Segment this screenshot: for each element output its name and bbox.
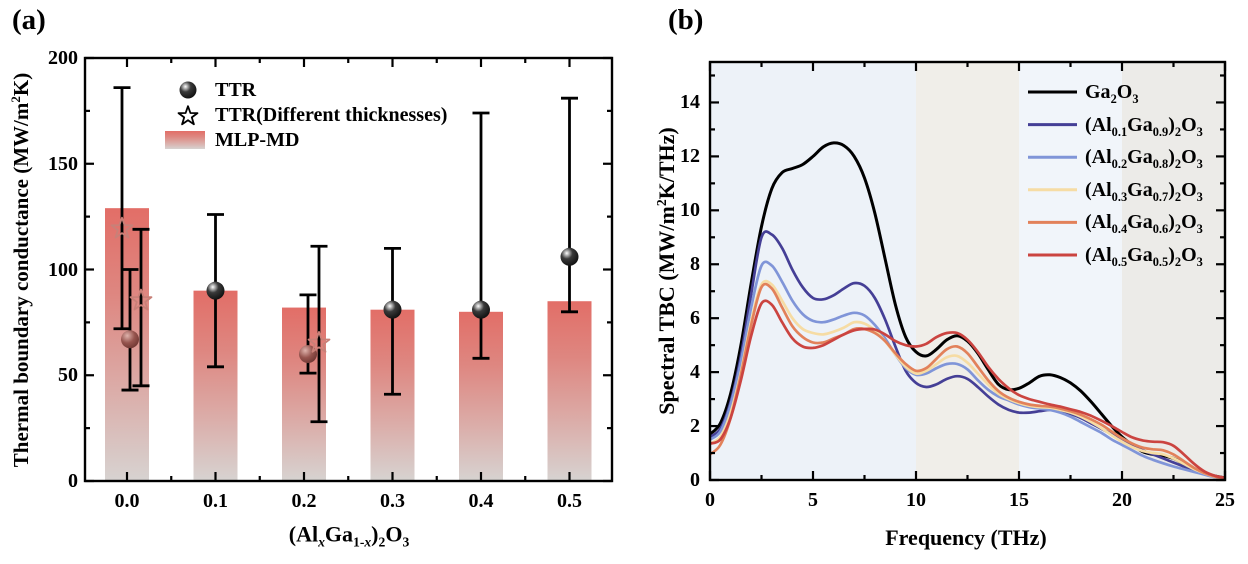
series-curve-5 [710, 299, 1225, 480]
panel-b-legend-label: (Al0.4Ga0.6)2O3 [1085, 211, 1203, 237]
panel-b-x-tick-label: 20 [1112, 489, 1132, 511]
panel-b-legend-label: (Al0.2Ga0.8)2O3 [1085, 146, 1203, 172]
panel-b-x-tick-label: 5 [808, 489, 818, 511]
panel-a-x-tick-label: 0.5 [557, 490, 582, 512]
panel-b-legend-label: (Al0.3Ga0.7)2O3 [1085, 178, 1203, 204]
panel-a-legend-label: TTR [215, 79, 257, 101]
frequency-band [916, 62, 1019, 480]
panel-a-x-tick-label: 0.0 [114, 490, 140, 512]
panel-b-y-tick-label: 6 [690, 307, 700, 330]
ttr-sphere-marker [560, 247, 579, 266]
panel-b-x-tick-label: 15 [1009, 489, 1029, 511]
panel-a-x-tick-label: 0.1 [203, 490, 228, 512]
series-curve-2 [710, 260, 1225, 480]
panel-a-y-tick-label: 200 [48, 47, 78, 69]
panel-a-x-axis-title: (AlxGa1-x)2O3 [288, 521, 410, 550]
panel-a-legend-label: MLP-MD [215, 129, 300, 151]
ttr-star-marker [307, 331, 331, 353]
panel-b-y-tick-label: 12 [680, 145, 700, 168]
frequency-band [710, 62, 916, 480]
panel-b-y-tick-label: 2 [690, 415, 700, 438]
panel-a-y-tick-label: 0 [68, 470, 78, 492]
panel-a-x-tick-label: 0.3 [380, 490, 405, 512]
panel-b-y-tick-label: 0 [690, 469, 700, 491]
panel-b-legend-label: (Al0.5Ga0.5)2O3 [1085, 244, 1203, 269]
ttr-sphere-marker [206, 281, 225, 300]
panel-a-legend-label: TTR(Different thicknesses) [215, 104, 448, 126]
panel-b-y-tick-label: 14 [680, 91, 700, 114]
panel-b-label: (b) [668, 4, 704, 36]
panel-a-x-tick-label: 0.2 [291, 490, 317, 512]
ttr-sphere-marker [383, 300, 402, 319]
frequency-band [1122, 62, 1225, 480]
panel-b-x-tick-label: 10 [906, 489, 926, 511]
panel-a-y-tick-label: 150 [48, 152, 78, 175]
panel-a-x-tick-label: 0.4 [468, 490, 494, 512]
panel-b-x-tick-label: 0 [705, 489, 715, 511]
panel-b-legend-label: (Al0.1Ga0.9)2O3 [1085, 113, 1203, 139]
panel-a-label: (a) [12, 4, 46, 36]
panel-b-x-tick-label: 25 [1215, 489, 1235, 511]
ttr-sphere-marker [472, 300, 490, 319]
panel-b-y-tick-label: 4 [690, 361, 700, 384]
series-curve-4 [710, 282, 1225, 480]
series-curve-3 [710, 279, 1225, 480]
ttr-sphere-marker [121, 330, 139, 349]
panel-a-y-tick-label: 100 [48, 258, 78, 281]
panel-b-y-tick-label: 10 [680, 199, 700, 222]
panel-b-legend-label: Ga2O3 [1085, 81, 1139, 106]
panel-b-y-tick-label: 8 [690, 253, 700, 276]
panel-b-x-axis-title: Frequency (THz) [885, 525, 1047, 550]
ttr-star-marker [129, 288, 153, 311]
legend-sphere-icon [179, 81, 197, 99]
legend-bar-swatch [165, 131, 205, 149]
ttr-star-marker [110, 216, 134, 239]
legend-star-icon [177, 105, 199, 126]
mlp-md-bar [547, 301, 592, 481]
panel-a-y-tick-label: 50 [58, 364, 78, 387]
